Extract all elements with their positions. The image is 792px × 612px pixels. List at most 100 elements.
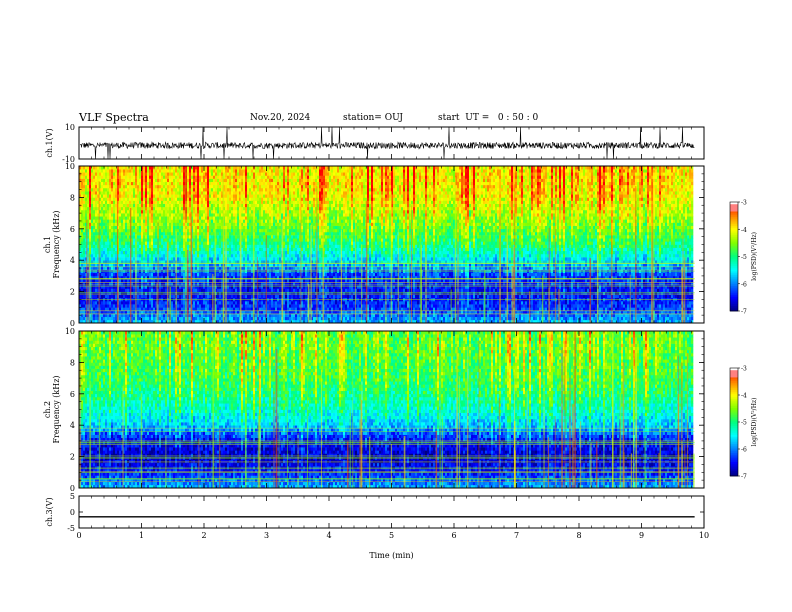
spectrogram-cell [149, 273, 151, 276]
spectrogram-cell [249, 210, 251, 213]
spectrogram-cell [187, 191, 189, 194]
spectrogram-cell [219, 172, 221, 175]
spectrogram-cell [107, 273, 109, 276]
spectrogram-cell [147, 238, 149, 241]
spectrogram-cell [165, 201, 167, 204]
spectrogram-cell [207, 191, 209, 194]
spectrogram-cell [113, 182, 115, 185]
spectrogram-cell [183, 188, 185, 191]
spectrogram-cell [89, 201, 91, 204]
spectrogram-cell [231, 241, 233, 244]
spectrogram-cell [119, 292, 121, 295]
spectrogram-cell [163, 219, 165, 222]
spectrogram-cell [195, 289, 197, 292]
spectrogram-cell [161, 175, 163, 178]
spectrogram-cell [109, 273, 111, 276]
spectrogram-cell [217, 201, 219, 204]
spectrogram-cell [195, 257, 197, 260]
spectrogram-cell [251, 188, 253, 191]
spectrogram-cell [163, 241, 165, 244]
spectrogram-cell [111, 241, 113, 244]
spectrogram-cell [151, 292, 153, 295]
spectrogram-cell [169, 207, 171, 210]
spectrogram-cell [145, 166, 147, 169]
spectrogram-cell [205, 292, 207, 295]
spectrogram-cell [251, 169, 253, 172]
spectrogram-cell [171, 317, 173, 320]
spectrogram-cell [133, 204, 135, 207]
spectrogram-cell [245, 226, 247, 229]
spectrogram-cell [149, 188, 151, 191]
spectrogram-cell [177, 191, 179, 194]
spectrogram-cell [265, 210, 267, 213]
spectrogram-cell [151, 307, 153, 310]
spectrogram-cell [269, 201, 271, 204]
spectrogram-cell [139, 226, 141, 229]
spectrogram-cell [233, 257, 235, 260]
spectrogram-cell [119, 317, 121, 320]
spectrogram-cell [205, 232, 207, 235]
spectrogram-cell [259, 238, 261, 241]
spectrogram-cell [107, 182, 109, 185]
spectrogram-cell [127, 235, 129, 238]
spectrogram-cell [207, 248, 209, 251]
spectrogram-cell [229, 317, 231, 320]
spectrogram-cell [167, 175, 169, 178]
spectrogram-cell [139, 251, 141, 254]
spectrogram-cell [107, 238, 109, 241]
spectrogram-cell [91, 232, 93, 235]
spectrogram-cell [161, 254, 163, 257]
spectrogram-cell [235, 223, 237, 226]
spectrogram-cell [165, 223, 167, 226]
spectrogram-cell [143, 204, 145, 207]
spectrogram-cell [159, 248, 161, 251]
spectrogram-cell [267, 166, 269, 169]
spectrogram-cell [193, 213, 195, 216]
spectrogram-cell [199, 175, 201, 178]
spectrogram-cell [133, 169, 135, 172]
spectrogram-cell [249, 197, 251, 200]
spectrogram-cell [261, 219, 263, 222]
spectrogram-cell [109, 207, 111, 210]
spectrogram-cell [153, 197, 155, 200]
spectrogram-cell [249, 175, 251, 178]
spectrogram-cell [83, 169, 85, 172]
spectrogram-cell [137, 232, 139, 235]
spectrogram-cell [123, 289, 125, 292]
spectrogram-cell [235, 307, 237, 310]
spectrogram-cell [197, 197, 199, 200]
spectrogram-cell [267, 251, 269, 254]
spectrogram-cell [159, 292, 161, 295]
spectrogram-cell [163, 235, 165, 238]
spectrogram-cell [145, 194, 147, 197]
spectrogram-cell [235, 317, 237, 320]
spectrogram-cell [167, 207, 169, 210]
spectrogram-cell [119, 204, 121, 207]
spectrogram-cell [197, 245, 199, 248]
spectrogram-cell [167, 232, 169, 235]
spectrogram-cell [149, 223, 151, 226]
spectrogram-cell [139, 207, 141, 210]
spectrogram-cell [225, 172, 227, 175]
spectrogram-cell [193, 169, 195, 172]
spectrogram-cell [103, 204, 105, 207]
spectrogram-cell [237, 210, 239, 213]
spectrogram-cell [99, 166, 101, 169]
spectrogram-cell [113, 245, 115, 248]
spectrogram-cell [245, 172, 247, 175]
spectrogram-cell [173, 245, 175, 248]
spectrogram-cell [109, 248, 111, 251]
spectrogram-cell [273, 295, 275, 298]
spectrogram-cell [237, 251, 239, 254]
spectrogram-cell [269, 235, 271, 238]
spectrogram-cell [137, 188, 139, 191]
spectrogram-cell [243, 248, 245, 251]
spectrogram-cell [173, 204, 175, 207]
spectrogram-cell [159, 232, 161, 235]
spectrogram-cell [113, 229, 115, 232]
spectrogram-cell [127, 257, 129, 260]
spectrogram-cell [161, 232, 163, 235]
spectrogram-cell [263, 179, 265, 182]
spectrogram-cell [243, 185, 245, 188]
spectrogram-cell [261, 307, 263, 310]
